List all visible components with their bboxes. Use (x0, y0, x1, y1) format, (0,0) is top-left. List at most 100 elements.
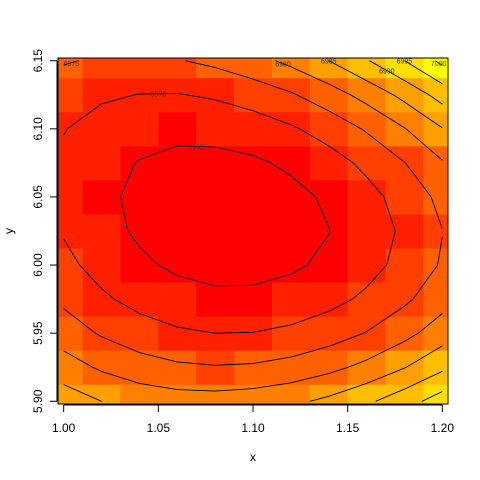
contour-line (63, 60, 443, 402)
heat-cell (385, 248, 424, 283)
heat-cell (385, 145, 424, 181)
heat-cell (82, 58, 121, 79)
heat-cell (271, 213, 311, 249)
heat-cell (58, 316, 84, 351)
y-tick-label: 6.05 (31, 185, 45, 209)
heat-cell (82, 179, 121, 215)
heat-cell (423, 77, 448, 113)
heat-cell (158, 350, 197, 385)
x-tick-label: 1.20 (431, 421, 455, 435)
heat-cell (309, 248, 349, 283)
heat-cell (423, 248, 448, 283)
heat-cell (423, 213, 448, 249)
heat-cell (196, 77, 235, 113)
heat-cell (58, 213, 84, 249)
heat-cell (196, 145, 235, 181)
heat-cell (58, 384, 84, 404)
heat-cell (309, 111, 349, 147)
heat-cell (234, 213, 273, 249)
heat-cell (234, 111, 273, 147)
x-axis-label: x (250, 450, 256, 464)
contour-line (63, 92, 396, 334)
heat-cell (271, 248, 311, 283)
heat-cell (423, 316, 448, 351)
heat-cell (347, 350, 387, 385)
heat-cell (347, 179, 387, 215)
heat-cell (347, 282, 387, 317)
heat-cell (385, 282, 424, 317)
x-tick-label: 1.00 (52, 421, 76, 435)
heat-cell (271, 282, 311, 317)
heat-cell (58, 145, 84, 181)
heat-cell (158, 111, 197, 147)
heat-cell (347, 213, 387, 249)
heat-cell (196, 384, 235, 404)
y-axis-label: y (2, 228, 16, 234)
heat-cell (82, 384, 121, 404)
y-tick-label: 6.10 (31, 117, 45, 141)
contour-line (120, 145, 331, 287)
heat-cell (58, 179, 84, 215)
heat-cell (120, 384, 159, 404)
heat-cell (271, 77, 311, 113)
heat-cell (58, 111, 84, 147)
heat-cell (423, 350, 448, 385)
heat-cell (196, 179, 235, 215)
heat-cell (347, 248, 387, 283)
heat-cell (58, 350, 84, 385)
heat-cell (309, 77, 349, 113)
heat-cell (385, 58, 424, 79)
heat-cell (234, 179, 273, 215)
heat-cell (82, 248, 121, 283)
heat-cell (196, 282, 235, 317)
heat-cell (423, 179, 448, 215)
heat-cell (158, 213, 197, 249)
heat-cell (309, 145, 349, 181)
heat-cell (423, 282, 448, 317)
heat-cell (58, 248, 84, 283)
heat-cell (158, 145, 197, 181)
x-tick-label: 1.10 (241, 421, 265, 435)
y-tick-label: 5.90 (31, 389, 45, 413)
heat-cell (82, 145, 121, 181)
heat-cell (196, 58, 235, 79)
heat-cell (196, 350, 235, 385)
heat-cell (82, 213, 121, 249)
heat-cell (120, 316, 159, 351)
y-tick-label: 6.15 (31, 49, 45, 73)
heat-cell (82, 316, 121, 351)
heat-cell (158, 58, 197, 79)
heat-cell (234, 282, 273, 317)
contour-label: 6990 (379, 68, 395, 75)
heat-cell (120, 213, 159, 249)
heat-cell (309, 316, 349, 351)
heat-cell (309, 179, 349, 215)
heat-cell (271, 316, 311, 351)
heat-cell (82, 350, 121, 385)
heat-cell (234, 350, 273, 385)
heat-cell (82, 111, 121, 147)
heat-cell (58, 58, 84, 79)
heat-cell (423, 384, 448, 404)
contour-label: 6970 (151, 92, 167, 99)
heat-cell (58, 282, 84, 317)
heat-cell (347, 316, 387, 351)
heat-cell (158, 179, 197, 215)
heat-cell (158, 248, 197, 283)
heat-cell (120, 111, 159, 147)
heat-cell (271, 179, 311, 215)
heat-cell (309, 213, 349, 249)
contour-line (63, 60, 443, 366)
heat-cell (234, 58, 273, 79)
heat-cell (82, 77, 121, 113)
contour-label: 6995 (397, 59, 413, 66)
contour-label: 6965 (188, 144, 204, 151)
heat-cell (309, 384, 349, 404)
contour-line (63, 60, 443, 392)
heat-cell (385, 350, 424, 385)
heat-cell (347, 58, 387, 79)
contour-line (369, 60, 443, 402)
x-tick-label: 1.05 (147, 421, 171, 435)
heat-cell (309, 350, 349, 385)
